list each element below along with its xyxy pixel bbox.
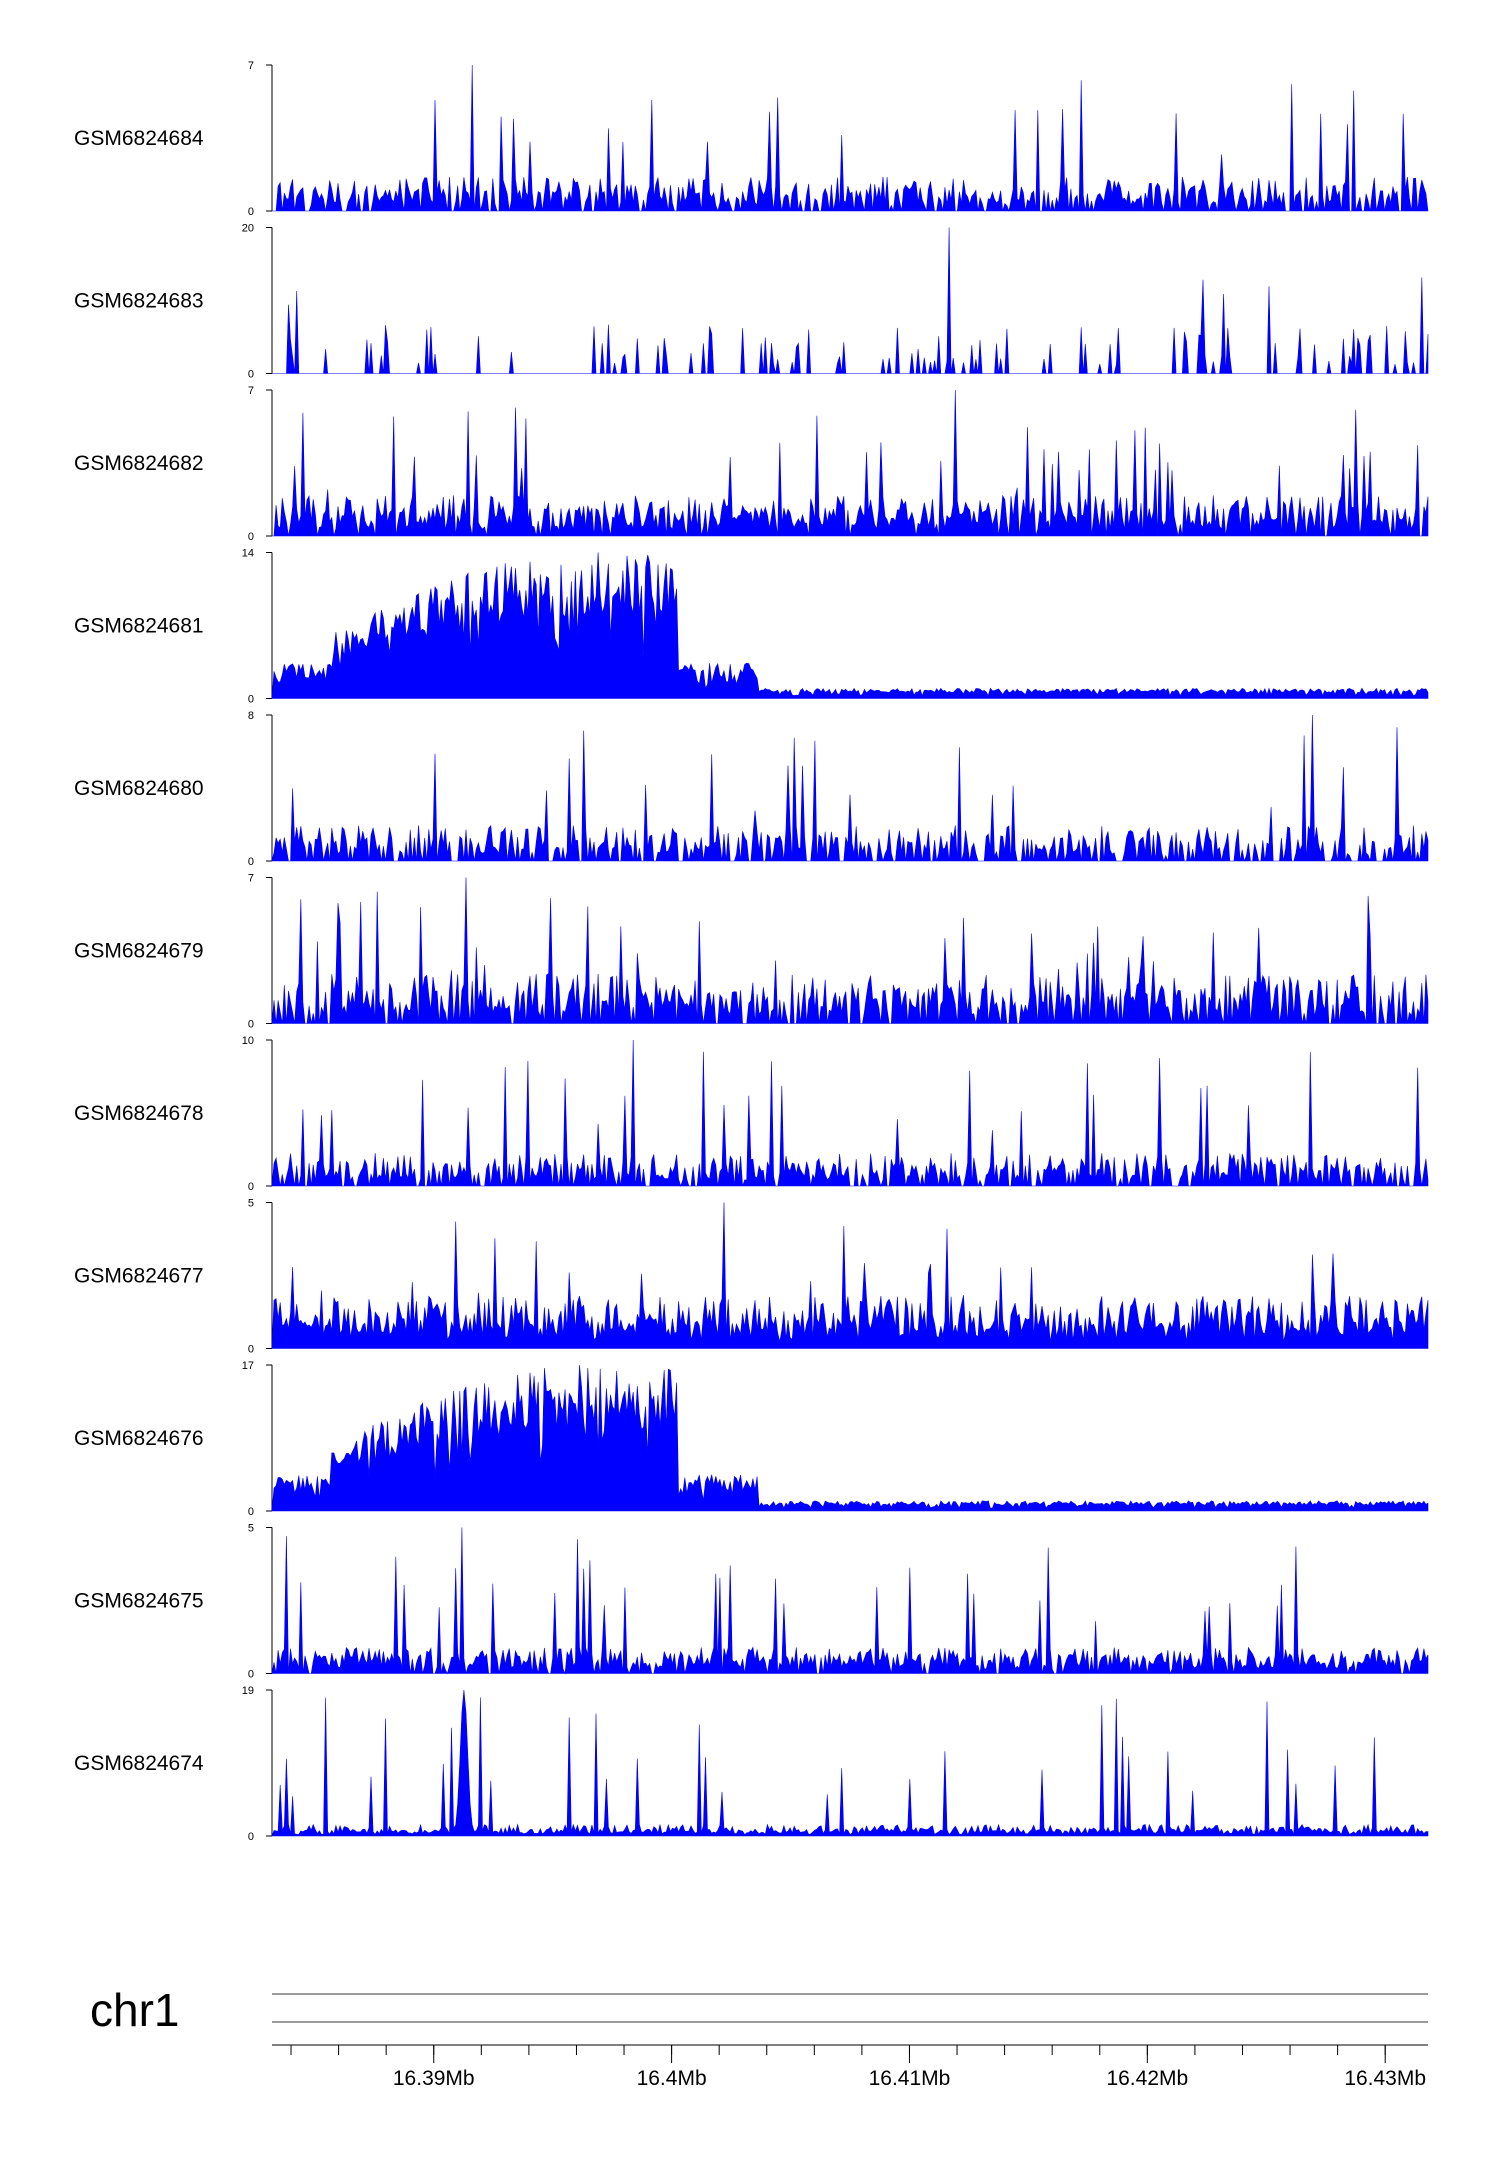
track-label: GSM6824675 bbox=[74, 1590, 204, 1613]
ymin-tick-label: 0 bbox=[248, 1831, 254, 1843]
track-label: GSM6824674 bbox=[74, 1752, 204, 1775]
track-GSM6824684: GSM6824684 7 0 bbox=[74, 60, 1429, 218]
ymin-tick-label: 0 bbox=[248, 206, 254, 218]
track-GSM6824682: GSM6824682 7 0 bbox=[74, 385, 1429, 543]
coverage-area bbox=[271, 1364, 1429, 1512]
ymax-tick-label: 17 bbox=[242, 1360, 254, 1372]
ymax-tick-label: 10 bbox=[242, 1035, 254, 1047]
chromosome-label: chr1 bbox=[90, 1984, 179, 2036]
ymax-tick-label: 14 bbox=[242, 548, 254, 560]
coverage-area bbox=[271, 1527, 1429, 1675]
coverage-area bbox=[271, 1039, 1429, 1188]
track-label: GSM6824676 bbox=[74, 1427, 204, 1450]
coverage-area bbox=[271, 552, 1429, 699]
major-tick-label: 16.42Mb bbox=[1106, 2067, 1188, 2090]
ymin-tick-label: 0 bbox=[248, 694, 254, 706]
track-GSM6824681: GSM6824681 14 0 bbox=[74, 548, 1429, 706]
ymax-tick-label: 5 bbox=[248, 1198, 254, 1210]
track-GSM6824674: GSM6824674 19 0 bbox=[74, 1685, 1429, 1843]
ymin-tick-label: 0 bbox=[248, 1019, 254, 1031]
track-label: GSM6824684 bbox=[74, 127, 204, 150]
ymax-tick-label: 7 bbox=[248, 385, 254, 397]
major-tick-label: 16.43Mb bbox=[1344, 2067, 1426, 2090]
ymin-tick-label: 0 bbox=[248, 369, 254, 381]
genome-axis: chr1 16.39Mb 16.4Mb 16.41Mb 16.42Mb 16.43Mb bbox=[90, 1984, 1428, 2090]
ymin-tick-label: 0 bbox=[248, 856, 254, 868]
track-GSM6824680: GSM6824680 8 0 bbox=[74, 710, 1429, 868]
track-GSM6824677: GSM6824677 5 0 bbox=[74, 1198, 1429, 1356]
track-GSM6824676: GSM6824676 17 0 bbox=[74, 1360, 1429, 1518]
track-label: GSM6824680 bbox=[74, 777, 204, 800]
track-GSM6824679: GSM6824679 7 0 bbox=[74, 873, 1429, 1031]
coverage-area bbox=[272, 64, 1429, 213]
ymin-tick-label: 0 bbox=[248, 1669, 254, 1681]
ymax-tick-label: 19 bbox=[242, 1685, 254, 1697]
track-label: GSM6824677 bbox=[74, 1265, 204, 1288]
ymin-tick-label: 0 bbox=[248, 1344, 254, 1356]
ymin-tick-label: 0 bbox=[248, 531, 254, 543]
track-GSM6824683: GSM6824683 20 0 bbox=[74, 223, 1429, 381]
coverage-area bbox=[271, 714, 1429, 863]
track-GSM6824678: GSM6824678 10 0 bbox=[74, 1035, 1429, 1193]
ymax-tick-label: 8 bbox=[248, 710, 254, 722]
major-tick-label: 16.4Mb bbox=[637, 2067, 707, 2090]
coverage-area bbox=[271, 1689, 1429, 1837]
track-label: GSM6824683 bbox=[74, 290, 204, 313]
track-label: GSM6824681 bbox=[74, 615, 204, 638]
coverage-area bbox=[271, 1202, 1429, 1349]
track-label: GSM6824678 bbox=[74, 1102, 204, 1125]
major-tick-label: 16.41Mb bbox=[869, 2067, 951, 2090]
track-label: GSM6824679 bbox=[74, 940, 204, 963]
coverage-area bbox=[271, 877, 1429, 1024]
coordinate-ticks: 16.39Mb 16.4Mb 16.41Mb 16.42Mb 16.43Mb bbox=[290, 2045, 1426, 2090]
major-tick-label: 16.39Mb bbox=[393, 2067, 475, 2090]
ymin-tick-label: 0 bbox=[248, 1181, 254, 1193]
ymin-tick-label: 0 bbox=[248, 1506, 254, 1518]
ymax-tick-label: 7 bbox=[248, 60, 254, 72]
ymax-tick-label: 20 bbox=[242, 223, 254, 235]
track-GSM6824675: GSM6824675 5 0 bbox=[74, 1523, 1429, 1681]
ymax-tick-label: 7 bbox=[248, 873, 254, 885]
coverage-area bbox=[272, 389, 1429, 537]
track-label: GSM6824682 bbox=[74, 452, 204, 475]
ymax-tick-label: 5 bbox=[248, 1523, 254, 1535]
coverage-tracks: GSM682468470GSM6824683200GSM682468270GSM… bbox=[74, 60, 1429, 1843]
coverage-area bbox=[272, 227, 1429, 374]
